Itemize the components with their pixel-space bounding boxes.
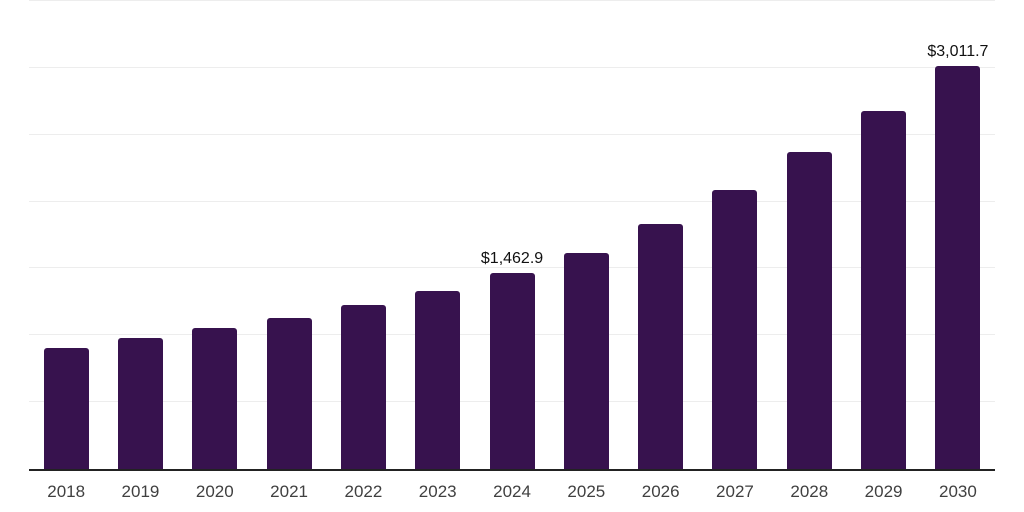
bar-column-2022 bbox=[326, 0, 400, 469]
bar-column-2027 bbox=[698, 0, 772, 469]
x-tick-2022: 2022 bbox=[344, 482, 383, 501]
bar-2026[interactable] bbox=[638, 223, 684, 469]
x-tick-2029: 2029 bbox=[864, 482, 903, 501]
bar-2019[interactable] bbox=[117, 338, 163, 469]
x-tick-2030: 2030 bbox=[938, 482, 977, 501]
plot-area: $1,462.9 $3,011.7 bbox=[29, 0, 995, 469]
bar-column-2019 bbox=[103, 0, 177, 469]
bar-column-2030: $3,011.7 bbox=[921, 0, 995, 469]
bar-column-2029 bbox=[846, 0, 920, 469]
x-tick-2021: 2021 bbox=[270, 482, 308, 501]
x-tick-2023: 2023 bbox=[418, 482, 457, 501]
x-tick-2025: 2025 bbox=[567, 482, 606, 501]
bar-value-label-2024: $1,462.9 bbox=[480, 250, 544, 268]
x-axis-line bbox=[29, 469, 995, 471]
x-tick-2026: 2026 bbox=[641, 482, 680, 501]
bar-2021[interactable] bbox=[266, 317, 312, 469]
x-tick-2018: 2018 bbox=[47, 482, 86, 501]
x-tick-2019: 2019 bbox=[121, 482, 160, 501]
bar-value-label-2030: $3,011.7 bbox=[927, 43, 989, 61]
x-tick-2027: 2027 bbox=[716, 482, 754, 501]
bar-column-2021 bbox=[252, 0, 326, 469]
bar-column-2024: $1,462.9 bbox=[475, 0, 549, 469]
gridline-1500 bbox=[29, 267, 995, 269]
bar-column-2025 bbox=[549, 0, 623, 469]
bar-2023[interactable] bbox=[415, 291, 461, 469]
bar-2018[interactable] bbox=[43, 347, 89, 469]
bar-column-2028 bbox=[772, 0, 846, 469]
bar-column-2023 bbox=[401, 0, 475, 469]
bar-2022[interactable] bbox=[340, 304, 386, 469]
gridline-3500 bbox=[29, 0, 995, 1]
gridline-3000 bbox=[29, 66, 995, 68]
bar-2029[interactable] bbox=[861, 110, 907, 469]
bar-column-2026 bbox=[624, 0, 698, 469]
bar-2025[interactable] bbox=[563, 252, 609, 469]
x-tick-2024: 2024 bbox=[493, 482, 531, 501]
bar-2028[interactable] bbox=[786, 151, 832, 469]
bar-columns: $1,462.9 $3,011.7 bbox=[29, 0, 995, 469]
x-tick-2028: 2028 bbox=[790, 482, 829, 501]
gridline-2500 bbox=[29, 133, 995, 135]
bar-column-2020 bbox=[178, 0, 252, 469]
bar-2024[interactable]: $1,462.9 bbox=[481, 250, 543, 469]
bar-2027[interactable] bbox=[712, 189, 758, 469]
x-tick-2020: 2020 bbox=[195, 482, 234, 501]
bar-2020[interactable] bbox=[192, 327, 238, 469]
x-axis-labels: 2018 2019 2020 2021 2022 2023 2024 2025 2026 2027… bbox=[29, 481, 995, 503]
bar-column-2018 bbox=[29, 0, 103, 469]
bar-2030[interactable]: $3,011.7 bbox=[927, 43, 988, 469]
gridline-2000 bbox=[29, 200, 995, 202]
